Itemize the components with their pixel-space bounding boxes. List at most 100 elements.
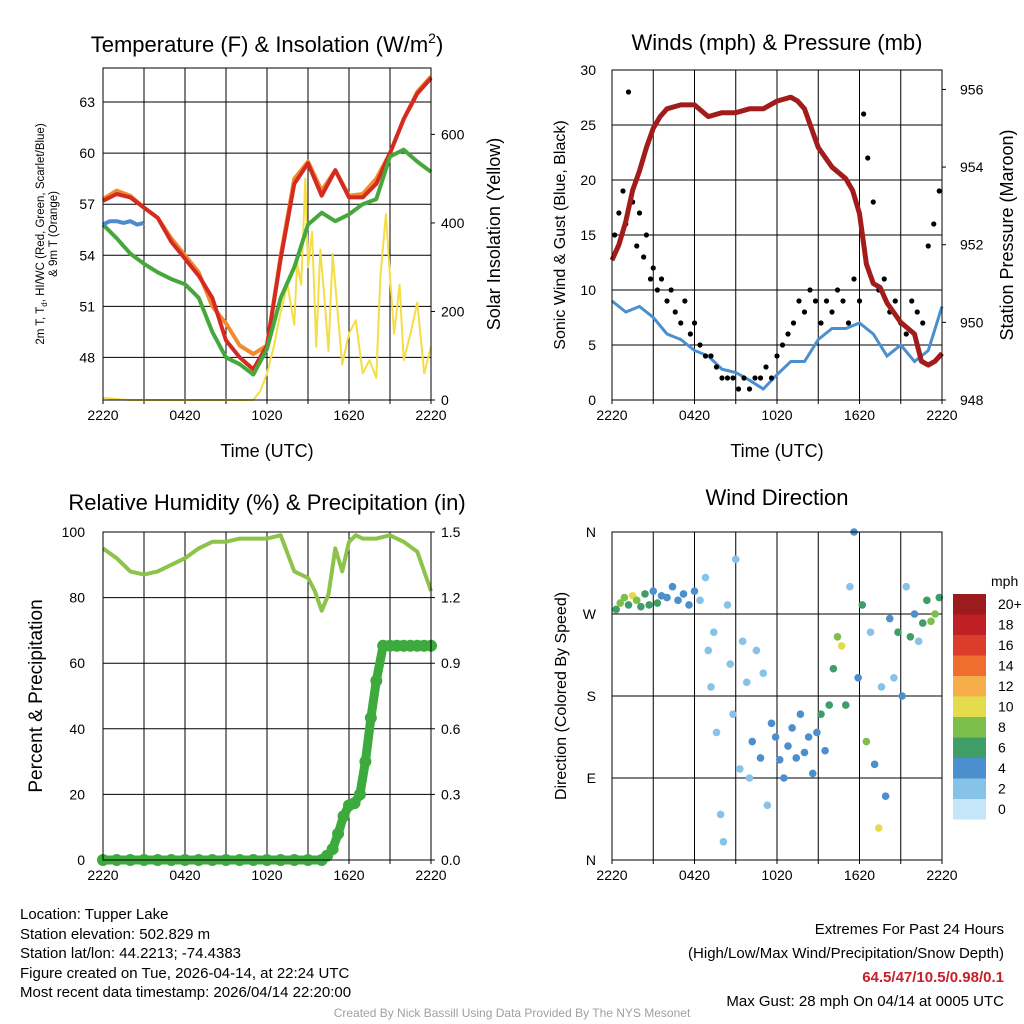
colorbar-swatch [953,758,986,779]
colorbar-swatch [953,655,986,676]
x-tick-label: 1620 [844,407,875,423]
gust-point [903,331,909,337]
colorbar-label: 16 [998,637,1014,653]
y-right-tick-label: 0.3 [441,786,461,802]
gust-point [881,276,887,282]
colorbar-label: 18 [998,617,1014,633]
wind-direction-point [726,660,735,668]
gust-point [834,287,841,293]
y-left-tick-label: 10 [580,282,596,298]
y-right-tick-label: 954 [960,159,984,175]
series-line-rh [101,533,433,613]
gust-point [668,287,674,293]
gust-point [724,375,731,381]
wind-direction-point [685,601,693,609]
precip-point [326,843,339,856]
wind-direction-point [792,754,801,762]
gust-point [779,342,786,348]
wind-direction-point [624,601,633,609]
wind-direction-point [877,683,886,691]
wind-direction-point [866,628,875,637]
gust-point [851,276,857,282]
gust-point [650,265,656,271]
wind-direction-point [788,724,796,732]
colorbar-swatch [953,594,986,615]
gust-point [818,320,824,326]
y-left-tick-label: 57 [79,196,95,212]
gust-point [763,364,769,370]
wind-direction-point [645,601,653,609]
wind-direction-point [862,737,871,746]
gust-point [856,298,863,304]
station-info: Location: Tupper Lake Station elevation:… [20,905,351,1003]
recent-data-text: Most recent data timestamp: 2026/04/14 2… [20,984,352,1001]
gust-point [936,188,942,194]
gust-point [741,375,747,381]
y-left-tick-label: 15 [580,227,596,243]
wind-direction-point [738,637,747,646]
precip-point [370,674,383,687]
gust-point [892,298,898,304]
wind-direction-point [833,632,842,641]
gust-point [829,309,835,315]
plot-border [102,67,432,401]
extremes-info: Extremes For Past 24 Hours (High/Low/Max… [688,918,1004,1014]
gust-point [865,155,871,161]
gust-point [746,386,753,392]
wind-direction-point [736,765,744,773]
chart-title: Wind Direction [705,485,848,510]
extremes-values: 64.5/47/10.5/0.98/0.1 [862,969,1004,986]
gust-point [647,276,654,282]
gust-point [768,375,775,381]
max-gust-text: Max Gust: 28 mph On 04/14 at 0005 UTC [726,993,1004,1010]
y-right-tick-label: 950 [960,314,984,330]
wind-direction-point [649,587,658,596]
chart-title: Winds (mph) & Pressure (mb) [632,30,923,55]
plot-border [611,531,943,861]
wind-direction-point [709,628,718,637]
colorbar-label: 4 [998,760,1006,776]
colorbar-label: 2 [998,781,1006,797]
x-tick-label: 0420 [679,867,710,883]
wind-direction-point [701,573,710,582]
y-left-tick-label: 20 [580,172,596,188]
gust-point [682,298,688,304]
wind-direction-point [775,755,784,764]
precip-point [359,755,372,768]
y-left-axis-label: 2m T, Td, HI/WC (Red, Green, Scarlet/Blu… [35,123,60,344]
wind-direction-point [837,642,846,650]
colorbar-swatch [953,778,986,799]
chart-panel-1: 2220 0420 1020 1620 2220 48 51 54 57 60 63 0 200 400 6… [35,30,504,461]
y-left-tick-label: 48 [79,349,95,365]
wind-direction-point [767,719,776,728]
elevation-text: Station elevation: 502.829 m [20,925,211,943]
series-line-index_blue [102,219,145,227]
wind-direction-point [719,837,728,846]
gust-point [790,320,797,326]
colorbar-label: 14 [998,658,1014,674]
y-left-tick-label: 63 [79,94,95,110]
colorbar-label: 0 [998,801,1006,817]
wind-direction-point [854,673,862,682]
wind-direction-point [632,596,641,605]
x-tick-label: 1620 [844,867,875,883]
x-tick-label: 0420 [679,407,710,423]
colorbar-swatch [953,676,986,697]
gust-point [861,111,867,117]
colorbar-swatch [953,635,986,656]
wind-direction-point [641,590,649,598]
y-left-tick-label: 54 [79,247,95,263]
x-tick-label: 2220 [926,867,957,883]
series-line-pressure [609,94,944,368]
wind-direction-point [653,599,662,607]
x-axis-label: Time (UTC) [730,441,823,461]
y-tick-label: S [587,688,596,704]
wind-direction-point [825,701,834,709]
chart-title: Temperature (F) & Insolation (W/m2) [91,30,444,57]
wind-direction-point [829,664,838,673]
wind-direction-point [620,593,629,602]
wind-direction-point [612,605,620,614]
gust-point [697,342,703,348]
y-right-tick-label: 0.0 [441,852,461,868]
